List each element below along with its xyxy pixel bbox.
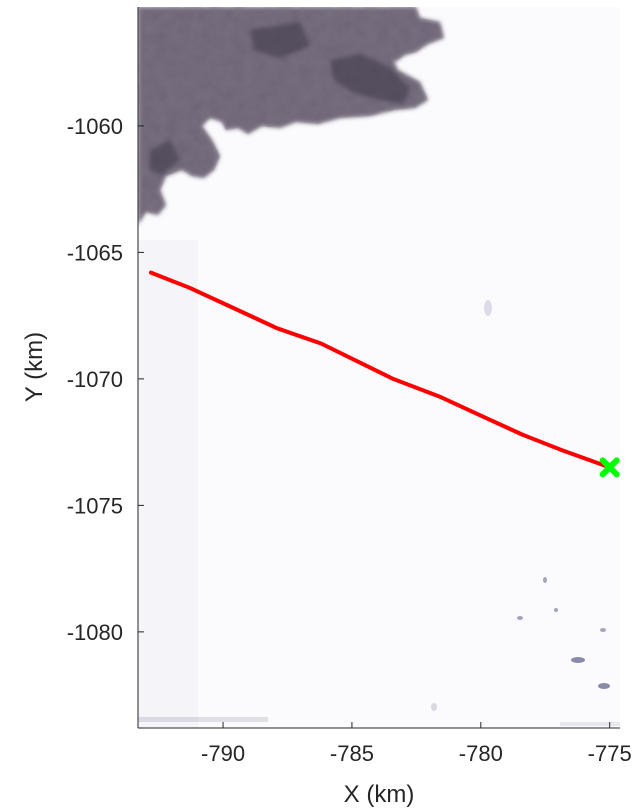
ice-streaks [138, 300, 620, 726]
y-tick-label: -1060 [67, 114, 123, 139]
rock-terrain [138, 7, 444, 225]
x-tick-label: -785 [330, 741, 374, 766]
marker-layer [599, 457, 620, 478]
y-axis-label: Y (km) [21, 332, 48, 402]
x-tick-label: -790 [201, 741, 245, 766]
ice-shading [138, 240, 198, 728]
x-axis-label: X (km) [344, 781, 415, 808]
y-tick-label: -1070 [67, 367, 123, 392]
y-tick-label: -1080 [67, 620, 123, 645]
x-ticks: -790 -785 -780 -775 [201, 722, 632, 766]
y-tick-label: -1075 [67, 493, 123, 518]
end-point-marker [599, 457, 620, 478]
ice-background [138, 7, 620, 728]
x-tick-label: -775 [588, 741, 632, 766]
series-line [148, 270, 612, 470]
y-ticks: -1060 -1065 -1070 -1075 -1080 [67, 114, 144, 645]
plot-area [138, 7, 620, 728]
y-tick-label: -1065 [67, 240, 123, 265]
x-tick-label: -780 [459, 741, 503, 766]
rock-dark-patches [150, 22, 410, 175]
series-layer [148, 270, 612, 470]
